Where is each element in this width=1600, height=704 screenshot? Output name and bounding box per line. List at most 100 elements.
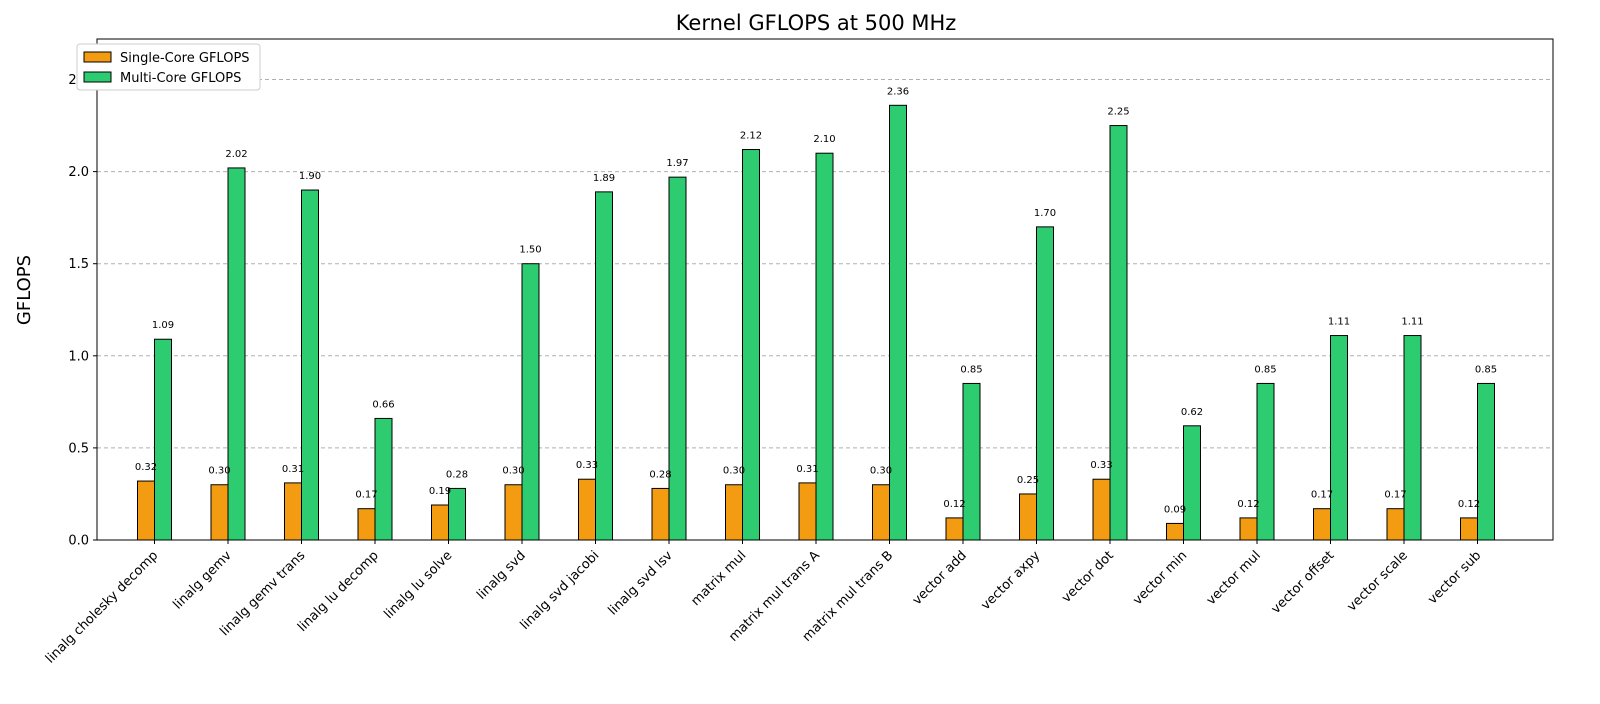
single-core-bar	[1386, 508, 1405, 541]
x-tick-label: linalg svd jacobi	[518, 548, 603, 633]
bar-value-label: 1.70	[1034, 208, 1056, 219]
bar-value-label: 0.25	[1017, 475, 1039, 486]
bar-value-label: 0.19	[429, 486, 451, 497]
bar-value-label: 0.66	[372, 399, 394, 410]
multi-core-bar	[1256, 382, 1275, 541]
legend: Single-Core GFLOPS Multi-Core GFLOPS	[76, 43, 261, 91]
y-tick-label: 0.0	[68, 534, 89, 549]
bar-value-label: 0.17	[355, 490, 377, 501]
multi-core-bar	[301, 189, 319, 541]
bar-value-label: 0.28	[649, 469, 671, 480]
x-tick-label: vector sub	[1425, 548, 1484, 607]
single-core-bar	[578, 478, 596, 541]
legend-frame	[76, 43, 261, 91]
bar-value-label: 0.62	[1181, 407, 1203, 418]
single-core-bar	[1460, 517, 1478, 541]
multi-core-bar	[668, 176, 687, 541]
bar-value-label: 1.97	[666, 158, 688, 169]
single-core-bar	[725, 484, 743, 541]
bar-value-label: 0.28	[446, 469, 468, 480]
bar-value-label: 0.17	[1311, 490, 1333, 501]
bar-value-label: 0.31	[796, 464, 818, 475]
single-core-bar	[504, 484, 523, 541]
multi-core-bar	[227, 167, 246, 541]
multi-core-bar	[374, 417, 393, 541]
multi-core-bar	[1330, 335, 1348, 541]
multi-core-bar	[1183, 425, 1201, 541]
multi-core-bar	[815, 152, 834, 541]
value-labels: 0.32 1.09 0.30 2.02 0.31 1.90 0.17 0.66 0.19 0.28…	[135, 86, 1497, 515]
bar-value-label: 0.32	[135, 462, 157, 473]
single-core-bar	[1166, 522, 1184, 541]
y-tick-label: 1.5	[68, 257, 89, 272]
single-core-bar	[137, 480, 155, 541]
y-axis-label: GFLOPS	[14, 255, 35, 325]
bar-value-label: 0.12	[943, 499, 965, 510]
bar-value-label: 0.33	[576, 460, 598, 471]
bar-value-label: 0.30	[723, 466, 745, 477]
single-core-bar	[651, 487, 670, 541]
multi-core-bar	[1403, 335, 1422, 541]
single-core-bar	[284, 482, 302, 541]
x-tick-label: linalg svd	[474, 548, 529, 603]
bar-value-label: 2.10	[813, 134, 835, 145]
x-tick-label: vector offset	[1269, 548, 1338, 617]
x-tick-label: vector axpy	[978, 548, 1043, 613]
bar-value-label: 0.33	[1090, 460, 1112, 471]
x-tick-label: vector dot	[1059, 548, 1117, 606]
multi-core-bar	[742, 149, 760, 541]
bar-value-label: 1.90	[299, 171, 321, 182]
multi-core-bar	[154, 338, 172, 541]
bar-value-label: 2.12	[740, 131, 762, 142]
x-tick-label: vector add	[910, 548, 970, 608]
multi-core-bar	[1036, 226, 1054, 541]
multi-core-bar	[1477, 382, 1495, 541]
single-core-bar	[945, 517, 964, 541]
x-tick-label: linalg lu solve	[381, 548, 455, 622]
single-core-bar	[1092, 478, 1111, 541]
legend-label-multi-core: Multi-Core GFLOPS	[120, 71, 241, 86]
bar-value-label: 1.11	[1328, 317, 1350, 328]
legend-swatch-multi-core	[83, 71, 112, 83]
legend-label-single-core: Single-Core GFLOPS	[120, 51, 250, 66]
bar-value-label: 2.36	[887, 86, 909, 97]
x-tick-label: linalg cholesky decomp	[43, 548, 161, 666]
y-tick-label: 0.5	[68, 441, 89, 456]
bar-value-label: 1.50	[519, 245, 541, 256]
bar-value-label: 0.12	[1237, 499, 1259, 510]
single-core-bar	[1239, 517, 1258, 541]
multi-core-bar	[962, 382, 981, 541]
bar-value-label: 0.30	[502, 466, 524, 477]
multi-core-bar	[521, 263, 540, 541]
bar-value-label: 2.02	[225, 149, 247, 160]
chart-title: Kernel GFLOPS at 500 MHz	[676, 11, 957, 35]
x-tick-label: linalg lu decomp	[295, 548, 382, 635]
multi-core-bar	[1109, 125, 1128, 541]
x-tick-label: matrix mul	[688, 548, 749, 609]
multi-core-bar	[595, 191, 613, 541]
plot-frame	[96, 38, 1554, 541]
bar-value-label: 1.89	[593, 173, 615, 184]
single-core-bar	[1313, 508, 1331, 541]
single-core-bar	[357, 508, 376, 541]
axes: 0.00.51.01.52.02.5linalg cholesky decomp…	[43, 38, 1554, 667]
single-core-bar	[872, 484, 890, 541]
bar-value-label: 2.25	[1107, 107, 1129, 118]
x-tick-label: vector mul	[1204, 548, 1264, 608]
x-tick-label: vector scale	[1344, 548, 1410, 614]
y-tick-label: 1.0	[68, 349, 89, 364]
single-core-bar	[1019, 493, 1037, 541]
bar-value-label: 0.30	[208, 466, 230, 477]
bars	[137, 104, 1495, 541]
bar-value-label: 1.09	[152, 320, 174, 331]
bar-value-label: 0.30	[870, 466, 892, 477]
legend-swatch-single-core	[83, 51, 112, 63]
bar-value-label: 0.85	[960, 364, 982, 375]
bar-value-label: 0.85	[1254, 364, 1276, 375]
single-core-bar	[210, 484, 229, 541]
x-tick-label: vector min	[1130, 548, 1190, 608]
y-tick-label: 2.0	[68, 165, 89, 180]
bar-value-label: 0.09	[1164, 504, 1186, 515]
